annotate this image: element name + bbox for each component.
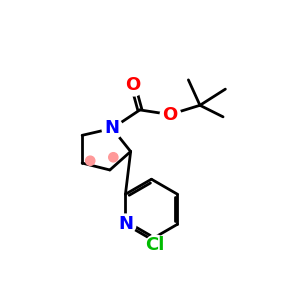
Text: N: N	[118, 215, 133, 233]
Text: O: O	[125, 76, 141, 94]
Text: O: O	[162, 106, 178, 124]
Text: Cl: Cl	[145, 236, 165, 254]
Circle shape	[85, 156, 95, 165]
Text: N: N	[105, 119, 120, 137]
Circle shape	[109, 153, 118, 162]
